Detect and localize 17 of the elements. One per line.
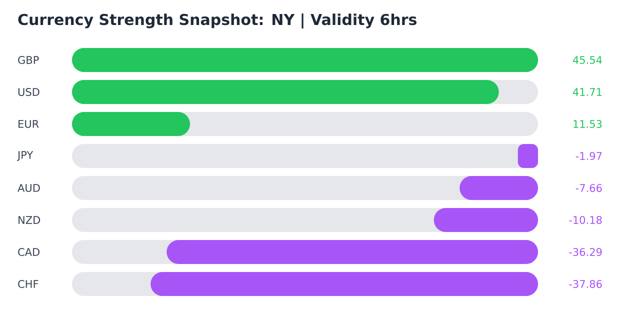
data-label: -10.18 — [569, 216, 602, 224]
data-label: 41.71 — [572, 88, 602, 96]
y-tick-label: CAD — [18, 248, 40, 256]
data-label: -37.86 — [569, 280, 602, 288]
y-tick-label: AUD — [18, 184, 40, 192]
y-tick-label: EUR — [18, 120, 39, 128]
data-label: -7.66 — [576, 184, 602, 192]
data-label: -1.97 — [576, 152, 602, 160]
y-tick-label: NZD — [18, 216, 40, 224]
data-label: 45.54 — [572, 56, 602, 64]
y-tick-label: USD — [18, 88, 40, 96]
data-label: 11.53 — [574, 120, 602, 128]
y-tick-label: JPY — [16, 151, 34, 161]
y-tick-label: GBP — [18, 56, 39, 64]
y-tick-label: CHF — [18, 280, 38, 288]
data-label: -36.29 — [569, 248, 602, 256]
chart-title: Currency Strength Snapshot: NY | Validity 6hrs — [18, 13, 416, 28]
